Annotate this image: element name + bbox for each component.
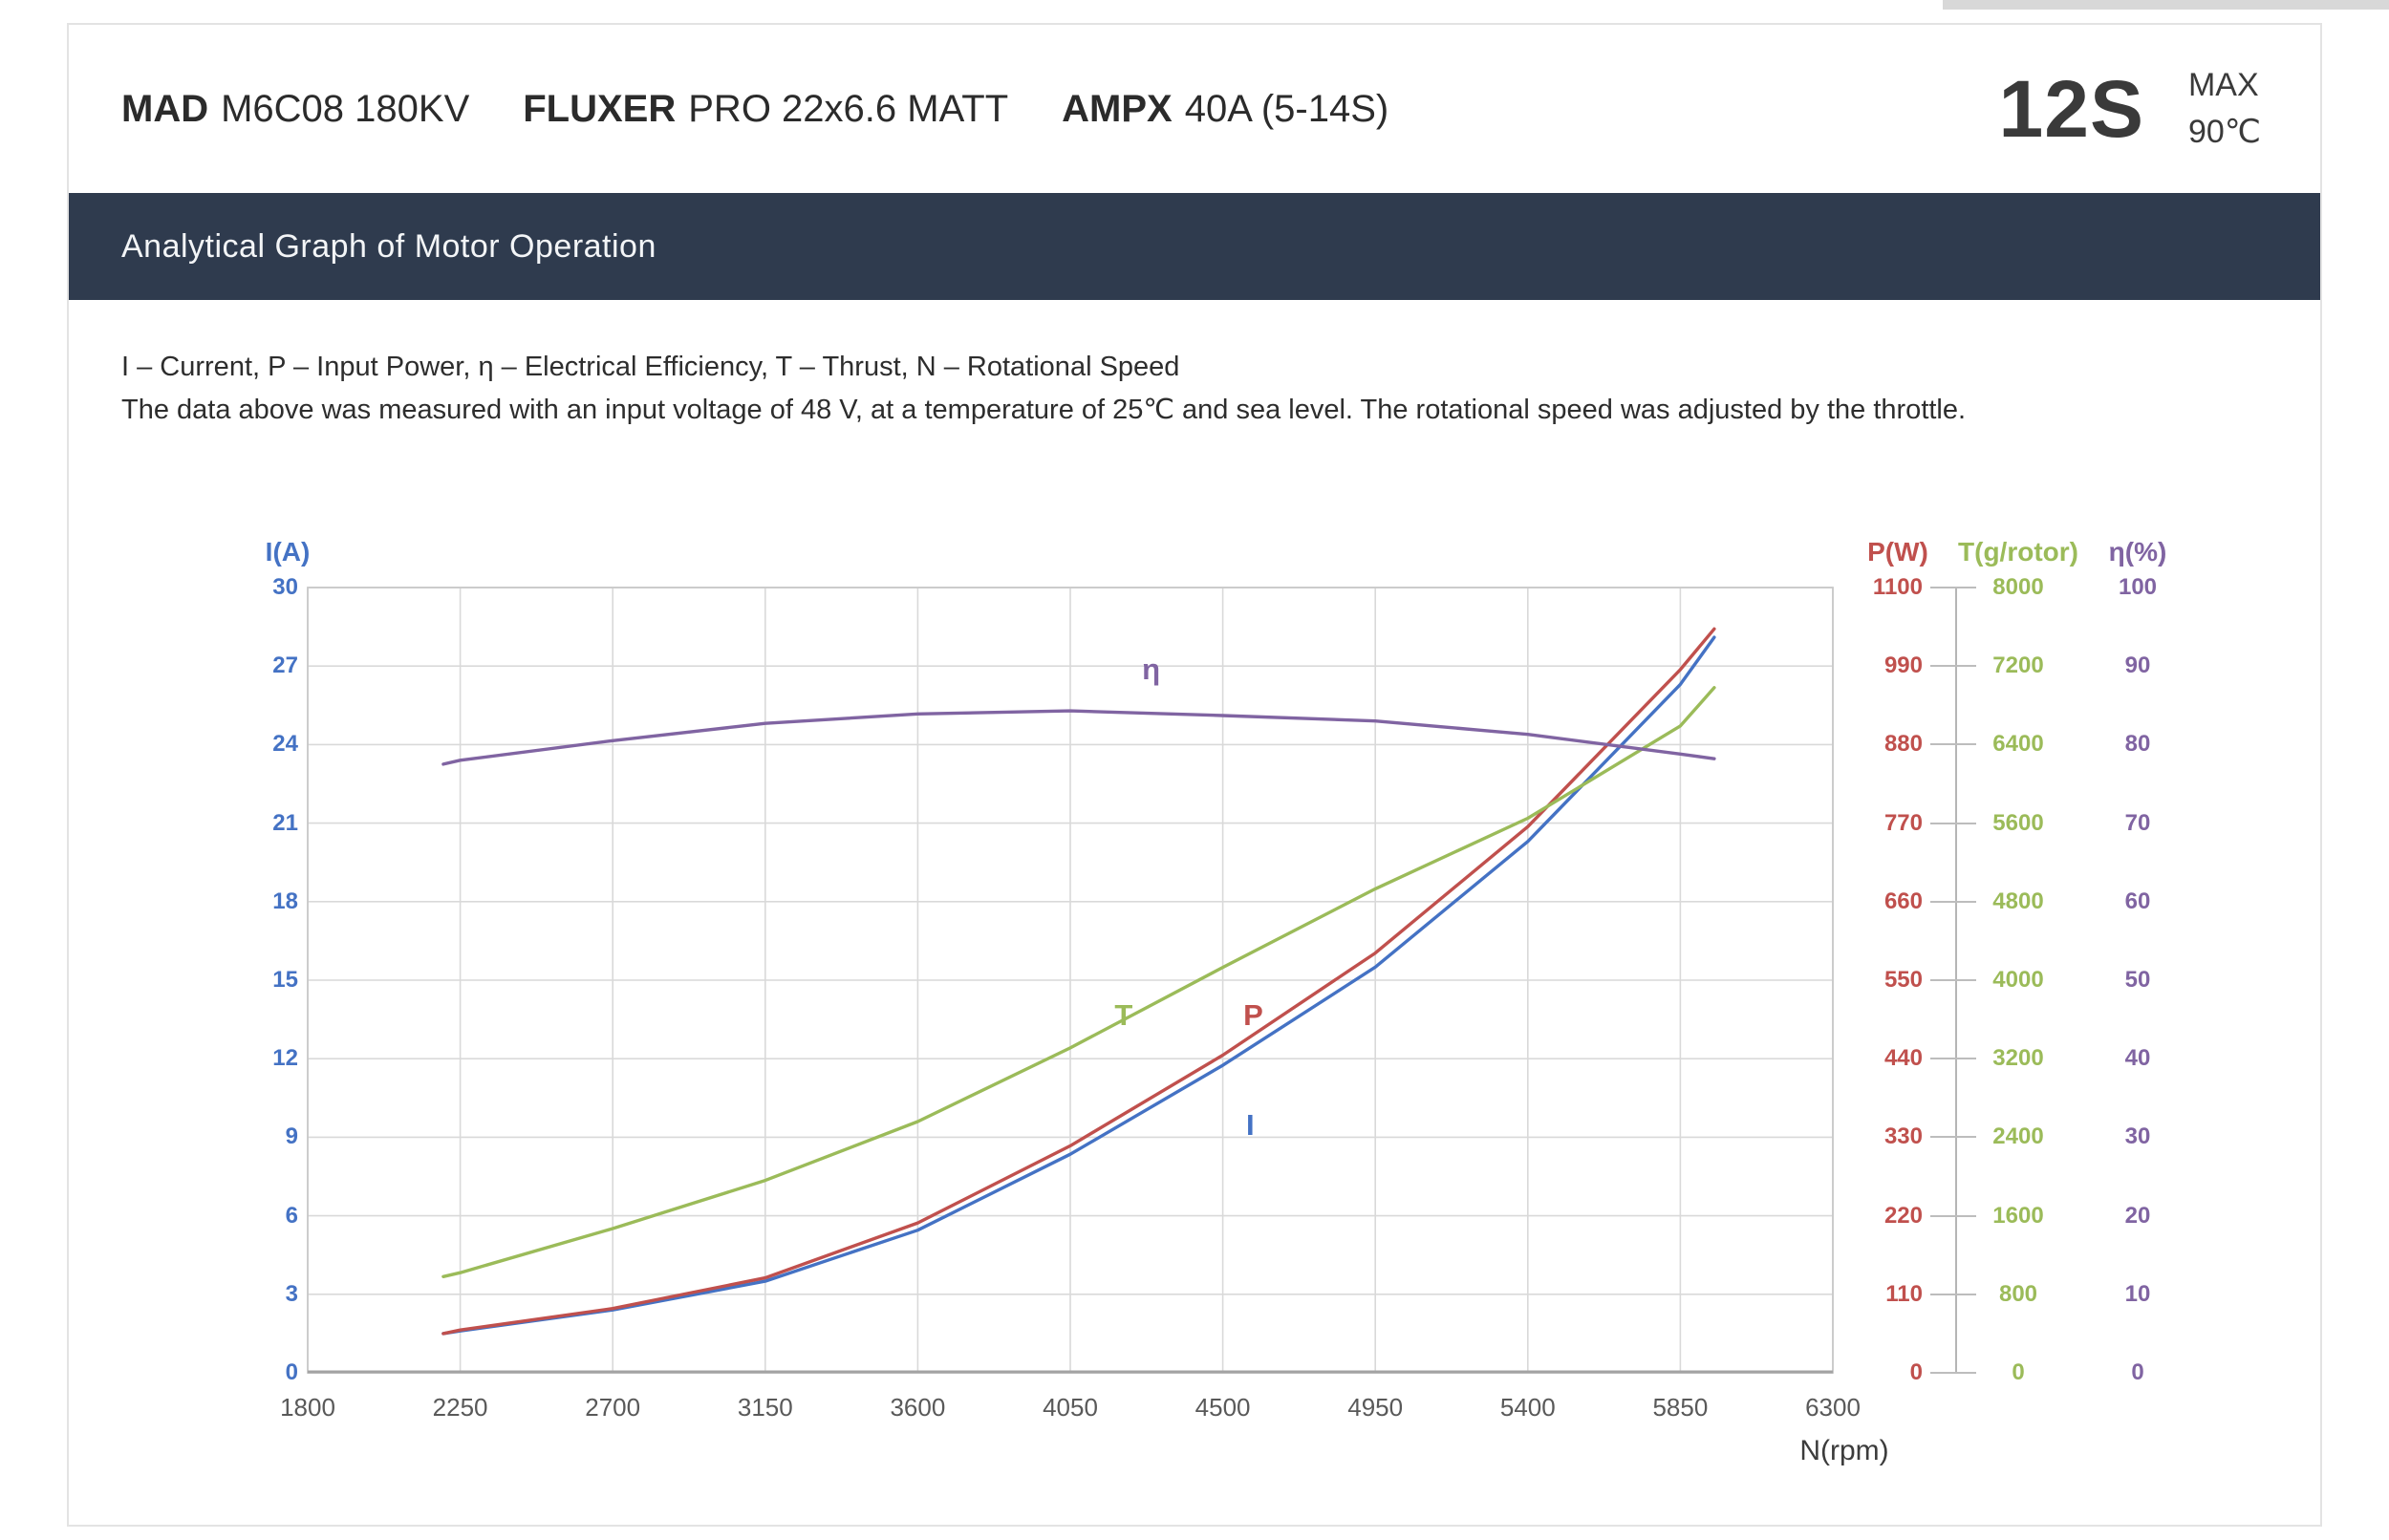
- card-header: MAD M6C08 180KV FLUXER PRO 22x6.6 MATT AMP…: [69, 25, 2320, 193]
- spec-motor: MAD M6C08 180KV: [121, 88, 469, 131]
- spec-list: MAD M6C08 180KV FLUXER PRO 22x6.6 MATT AMP…: [121, 25, 1388, 193]
- motor-brand: MAD: [121, 87, 209, 130]
- conditions-note: The data above was measured with an inpu…: [121, 395, 1967, 425]
- section-title: Analytical Graph of Motor Operation: [121, 227, 656, 265]
- max-temp-value: 90℃: [2187, 114, 2261, 150]
- propeller-model: PRO 22x6.6 MATT: [688, 87, 1009, 130]
- esc-model: 40A (5-14S): [1184, 87, 1389, 130]
- motor-spec-card: MAD M6C08 180KV FLUXER PRO 22x6.6 MATT AMP…: [67, 23, 2322, 1527]
- propeller-brand: FLUXER: [523, 87, 677, 130]
- legend-note: I – Current, P – Input Power, η – Electr…: [121, 352, 1180, 382]
- spec-propeller: FLUXER PRO 22x6.6 MATT: [523, 88, 1008, 131]
- max-temp-block: MAX 90℃: [2188, 62, 2261, 157]
- top-edge-strip: [1943, 0, 2389, 10]
- rating-block: 12S MAX 90℃: [1999, 25, 2261, 193]
- motor-model: M6C08 180KV: [221, 87, 470, 130]
- esc-brand: AMPX: [1062, 87, 1173, 130]
- chart-notes: I – Current, P – Input Power, η – Electr…: [121, 346, 1966, 432]
- battery-rating: 12S: [1998, 63, 2144, 154]
- spec-esc: AMPX 40A (5-14S): [1062, 88, 1388, 131]
- max-label: MAX: [2187, 66, 2259, 103]
- section-title-bar: Analytical Graph of Motor Operation: [69, 193, 2320, 300]
